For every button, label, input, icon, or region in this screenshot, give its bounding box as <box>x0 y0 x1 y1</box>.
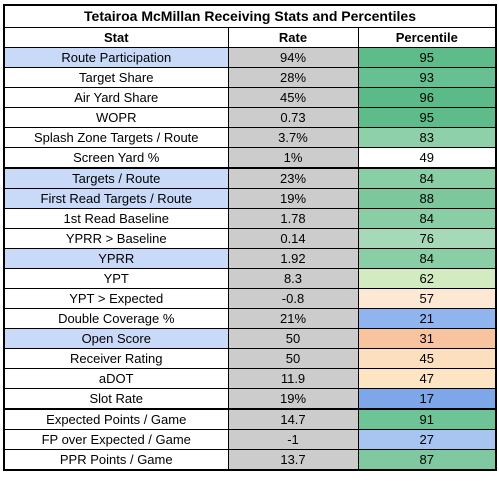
table-row: Double Coverage % 21% 21 <box>3 308 497 329</box>
table-row: Targets / Route 23% 84 <box>3 167 497 189</box>
header-rate: Rate <box>227 27 359 48</box>
rate-cell: 14.7 <box>227 408 359 430</box>
percentile-cell: 88 <box>357 188 497 209</box>
rate-cell: 1.92 <box>227 248 359 269</box>
table-row: WOPR 0.73 95 <box>3 107 497 128</box>
stat-cell: Screen Yard % <box>3 147 229 169</box>
table-row: YPRR > Baseline 0.14 76 <box>3 228 497 249</box>
percentile-cell: 91 <box>357 408 497 430</box>
title-row: Tetairoa McMillan Receiving Stats and Pe… <box>3 4 497 28</box>
percentile-cell: 96 <box>357 87 497 108</box>
stat-cell: Slot Rate <box>3 388 229 410</box>
rate-cell: 3.7% <box>227 127 359 148</box>
percentile-cell: 84 <box>357 167 497 189</box>
rate-cell: 50 <box>227 348 359 369</box>
rate-cell: 94% <box>227 47 359 68</box>
header-row: Stat Rate Percentile <box>3 27 497 48</box>
rate-cell: 1.78 <box>227 208 359 229</box>
percentile-cell: 21 <box>357 308 497 329</box>
rate-cell: 21% <box>227 308 359 329</box>
stat-cell: Receiver Rating <box>3 348 229 369</box>
percentile-cell: 49 <box>357 147 497 169</box>
table-row: FP over Expected / Game -1 27 <box>3 429 497 450</box>
percentile-cell: 27 <box>357 429 497 450</box>
table-row: Air Yard Share 45% 96 <box>3 87 497 108</box>
stat-cell: WOPR <box>3 107 229 128</box>
table-row: Expected Points / Game 14.7 91 <box>3 408 497 430</box>
percentile-cell: 83 <box>357 127 497 148</box>
percentile-cell: 95 <box>357 47 497 68</box>
stat-cell: aDOT <box>3 368 229 389</box>
header-percentile: Percentile <box>357 27 497 48</box>
stat-cell: 1st Read Baseline <box>3 208 229 229</box>
stat-cell: FP over Expected / Game <box>3 429 229 450</box>
rate-cell: 1% <box>227 147 359 169</box>
rate-cell: 28% <box>227 67 359 88</box>
rate-cell: 50 <box>227 328 359 349</box>
rate-cell: 0.14 <box>227 228 359 249</box>
percentile-cell: 93 <box>357 67 497 88</box>
stats-table: Tetairoa McMillan Receiving Stats and Pe… <box>3 4 498 471</box>
rate-cell: 19% <box>227 188 359 209</box>
stats-table-container: Tetairoa McMillan Receiving Stats and Pe… <box>3 4 498 471</box>
stat-cell: Targets / Route <box>3 167 229 189</box>
percentile-cell: 57 <box>357 288 497 309</box>
table-row: 1st Read Baseline 1.78 84 <box>3 208 497 229</box>
rate-cell: -0.8 <box>227 288 359 309</box>
percentile-cell: 31 <box>357 328 497 349</box>
rate-cell: 23% <box>227 167 359 189</box>
table-row: Open Score 50 31 <box>3 328 497 349</box>
rate-cell: 8.3 <box>227 268 359 289</box>
stat-cell: Open Score <box>3 328 229 349</box>
table-row: Slot Rate 19% 17 <box>3 388 497 410</box>
stat-cell: First Read Targets / Route <box>3 188 229 209</box>
percentile-cell: 87 <box>357 449 497 471</box>
table-row: YPT 8.3 62 <box>3 268 497 289</box>
percentile-cell: 84 <box>357 248 497 269</box>
stat-cell: Expected Points / Game <box>3 408 229 430</box>
table-row: aDOT 11.9 47 <box>3 368 497 389</box>
rate-cell: -1 <box>227 429 359 450</box>
table-row: Splash Zone Targets / Route 3.7% 83 <box>3 127 497 148</box>
stat-cell: YPT > Expected <box>3 288 229 309</box>
table-row: YPRR 1.92 84 <box>3 248 497 269</box>
percentile-cell: 17 <box>357 388 497 410</box>
table-row: YPT > Expected -0.8 57 <box>3 288 497 309</box>
table-row: First Read Targets / Route 19% 88 <box>3 188 497 209</box>
rate-cell: 11.9 <box>227 368 359 389</box>
rate-cell: 13.7 <box>227 449 359 471</box>
table-row: PPR Points / Game 13.7 87 <box>3 449 497 471</box>
table-row: Target Share 28% 93 <box>3 67 497 88</box>
header-stat: Stat <box>3 27 229 48</box>
stat-cell: PPR Points / Game <box>3 449 229 471</box>
percentile-cell: 84 <box>357 208 497 229</box>
table-body: Route Participation 94% 95 Target Share 28% 9… <box>3 47 497 471</box>
percentile-cell: 45 <box>357 348 497 369</box>
rate-cell: 45% <box>227 87 359 108</box>
stat-cell: Air Yard Share <box>3 87 229 108</box>
stat-cell: Splash Zone Targets / Route <box>3 127 229 148</box>
stat-cell: YPT <box>3 268 229 289</box>
table-row: Screen Yard % 1% 49 <box>3 147 497 169</box>
rate-cell: 0.73 <box>227 107 359 128</box>
percentile-cell: 47 <box>357 368 497 389</box>
table-title: Tetairoa McMillan Receiving Stats and Pe… <box>3 4 497 28</box>
stat-cell: YPRR <box>3 248 229 269</box>
stat-cell: Double Coverage % <box>3 308 229 329</box>
stat-cell: Route Participation <box>3 47 229 68</box>
stat-cell: YPRR > Baseline <box>3 228 229 249</box>
table-row: Receiver Rating 50 45 <box>3 348 497 369</box>
stat-cell: Target Share <box>3 67 229 88</box>
rate-cell: 19% <box>227 388 359 410</box>
percentile-cell: 62 <box>357 268 497 289</box>
percentile-cell: 76 <box>357 228 497 249</box>
table-row: Route Participation 94% 95 <box>3 47 497 68</box>
percentile-cell: 95 <box>357 107 497 128</box>
